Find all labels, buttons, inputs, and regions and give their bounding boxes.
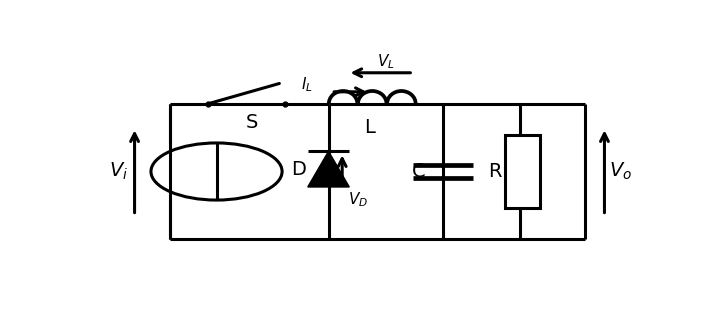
Text: C: C: [412, 162, 426, 181]
Text: D: D: [291, 160, 306, 179]
Text: $I_L$: $I_L$: [301, 75, 312, 94]
Text: L: L: [364, 118, 375, 137]
Text: $V_o$: $V_o$: [609, 161, 632, 182]
Text: R: R: [489, 162, 502, 181]
Text: $V_L$: $V_L$: [377, 53, 395, 71]
Polygon shape: [308, 151, 349, 187]
Text: $V_D$: $V_D$: [348, 191, 368, 209]
Text: S: S: [246, 113, 258, 132]
Text: $V_i$: $V_i$: [109, 161, 128, 182]
